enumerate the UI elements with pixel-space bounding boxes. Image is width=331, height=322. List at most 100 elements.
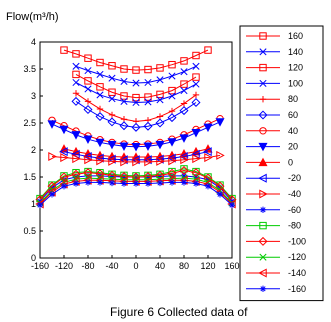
data-point [144,98,152,106]
data-point [71,96,81,106]
data-point [192,91,200,99]
legend-label: 100 [288,78,303,88]
legend-marker [259,63,267,72]
legend-item: -40 [246,189,301,199]
data-point [60,182,68,190]
series-20 [47,118,225,152]
legend-label: 140 [288,47,303,57]
data-point [191,168,201,178]
data-point [180,57,188,65]
y-tick-label: 0.5 [23,226,36,236]
data-point [203,147,212,157]
y-tick-label: 2 [31,145,36,155]
legend-label: 80 [288,94,298,104]
data-point [72,90,80,97]
data-point [84,67,92,75]
data-point [204,46,212,54]
legend-marker [259,79,267,87]
legend: 160 140 120 100 80 60 40 20 0 -20 -40 -60 -80 -100 -12… [239,25,324,302]
legend-item: -60 [246,205,301,215]
data-point [179,151,188,162]
series-80 [72,90,200,125]
data-point [156,76,164,84]
data-point [203,123,213,133]
data-point [144,78,152,87]
data-point [83,104,93,115]
data-point [95,138,105,148]
data-point [192,62,200,70]
data-point [180,68,188,76]
series-160 [60,46,212,74]
legend-marker [258,142,268,152]
data-point [180,165,188,173]
data-point [108,62,116,70]
data-point [83,168,93,178]
legend-item: -80 [246,221,301,231]
data-point [71,169,81,179]
series-line [75,65,197,84]
data-point [59,172,69,182]
data-point [167,138,177,147]
series-line [75,82,197,103]
data-point [168,167,176,176]
data-point [179,106,189,116]
legend-label: 120 [288,63,303,73]
data-point [132,157,141,167]
data-point [48,191,56,198]
legend-marker [259,127,267,135]
data-point [132,93,140,102]
legend-marker [259,221,267,230]
series-line [39,170,233,201]
legend-marker [259,48,267,56]
data-point [60,176,68,183]
data-point [216,150,225,160]
data-point [108,111,116,119]
data-point [120,65,128,73]
legend-label: 0 [288,157,293,167]
series--160 [36,179,236,209]
data-point [192,51,200,60]
series-line [39,168,233,199]
y-tick-label: 4 [31,37,36,47]
data-point [144,157,153,167]
data-point [168,179,176,186]
data-point [131,143,141,152]
data-point [168,156,177,166]
data-point [156,179,164,187]
data-point [156,156,165,166]
data-point [156,173,164,180]
data-point [215,118,225,127]
legend-label: 20 [288,142,298,152]
x-tick-label: 40 [155,261,165,271]
legend-item: 80 [246,94,298,104]
data-point [72,70,80,79]
legend-label: -20 [288,173,301,183]
data-point [120,92,128,100]
data-point [180,80,188,88]
data-point [228,201,236,209]
data-point [204,176,212,183]
data-point [83,135,93,144]
data-point [72,180,80,187]
data-point [120,180,128,187]
legend-item: -140 [246,268,306,278]
y-tick-label: 0 [31,253,36,263]
data-point [192,73,200,81]
data-point [192,154,201,164]
legend-label: -160 [288,284,306,294]
data-point [108,95,116,103]
data-point [132,66,140,74]
data-point [96,58,104,67]
data-point [95,153,104,163]
series-line [63,49,209,71]
series-100 [72,78,200,107]
data-point [180,172,188,180]
data-point [168,86,176,95]
data-point [60,46,68,54]
data-point [191,129,201,138]
legend-marker [258,173,267,183]
legend-item: 0 [246,157,293,167]
series--40 [48,150,225,167]
data-point [72,173,80,181]
legend-item: 160 [246,31,303,41]
